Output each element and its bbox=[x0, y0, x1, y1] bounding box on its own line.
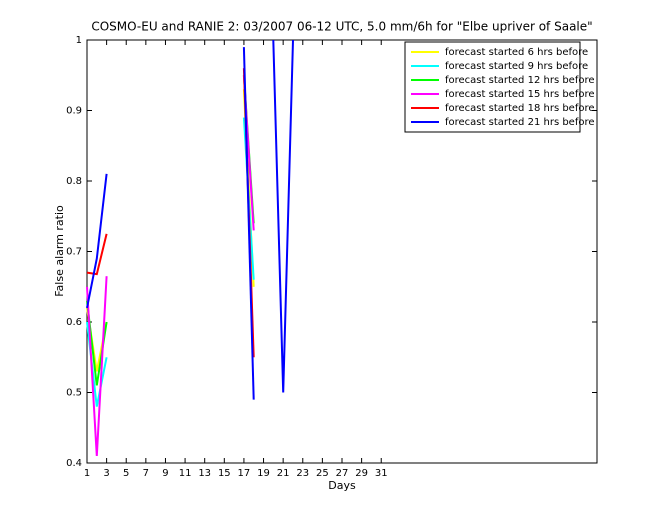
series-line bbox=[86, 276, 108, 457]
series-line bbox=[242, 47, 255, 400]
y-tick-label: 0.6 bbox=[66, 317, 82, 328]
x-tick-label: 29 bbox=[355, 468, 368, 479]
legend-label: forecast started 9 hrs before bbox=[445, 61, 588, 72]
legend-label: forecast started 21 hrs before bbox=[445, 117, 595, 128]
x-axis-label: Days bbox=[328, 479, 356, 492]
x-tick-label: 27 bbox=[336, 468, 349, 479]
x-tick-label: 3 bbox=[103, 468, 109, 479]
x-tick-label: 9 bbox=[162, 468, 168, 479]
series-line bbox=[86, 173, 108, 309]
x-tick-label: 11 bbox=[179, 468, 192, 479]
x-tick-label: 7 bbox=[143, 468, 149, 479]
x-tick-label: 15 bbox=[218, 468, 231, 479]
x-tick-label: 19 bbox=[257, 468, 270, 479]
x-tick-label: 23 bbox=[296, 468, 309, 479]
x-tick-label: 13 bbox=[198, 468, 211, 479]
x-tick-label: 17 bbox=[238, 468, 251, 479]
chart-title: COSMO-EU and RANIE 2: 03/2007 06-12 UTC,… bbox=[91, 20, 592, 34]
y-tick-label: 0.8 bbox=[66, 176, 82, 187]
legend: forecast started 6 hrs before forecast st… bbox=[404, 41, 595, 133]
y-tick-label: 0.4 bbox=[66, 458, 82, 469]
x-tick-label: 25 bbox=[316, 468, 329, 479]
x-tick-label: 5 bbox=[123, 468, 129, 479]
y-tick-label: 0.9 bbox=[66, 106, 82, 117]
legend-box bbox=[404, 41, 581, 133]
x-tick-label: 1 bbox=[84, 468, 90, 479]
legend-label: forecast started 12 hrs before bbox=[445, 75, 595, 86]
legend-label: forecast started 15 hrs before bbox=[445, 89, 595, 100]
y-tick-label: 0.5 bbox=[66, 388, 82, 399]
series-line bbox=[272, 39, 294, 393]
legend-label: forecast started 6 hrs before bbox=[445, 47, 588, 58]
y-tick-label: 1 bbox=[76, 35, 82, 46]
y-axis-label: False alarm ratio bbox=[53, 205, 66, 297]
series-line bbox=[86, 233, 108, 276]
x-tick-label: 21 bbox=[277, 468, 290, 479]
y-tick-label: 0.7 bbox=[66, 247, 82, 258]
legend-label: forecast started 18 hrs before bbox=[445, 103, 595, 114]
x-tick-label: 31 bbox=[375, 468, 388, 479]
